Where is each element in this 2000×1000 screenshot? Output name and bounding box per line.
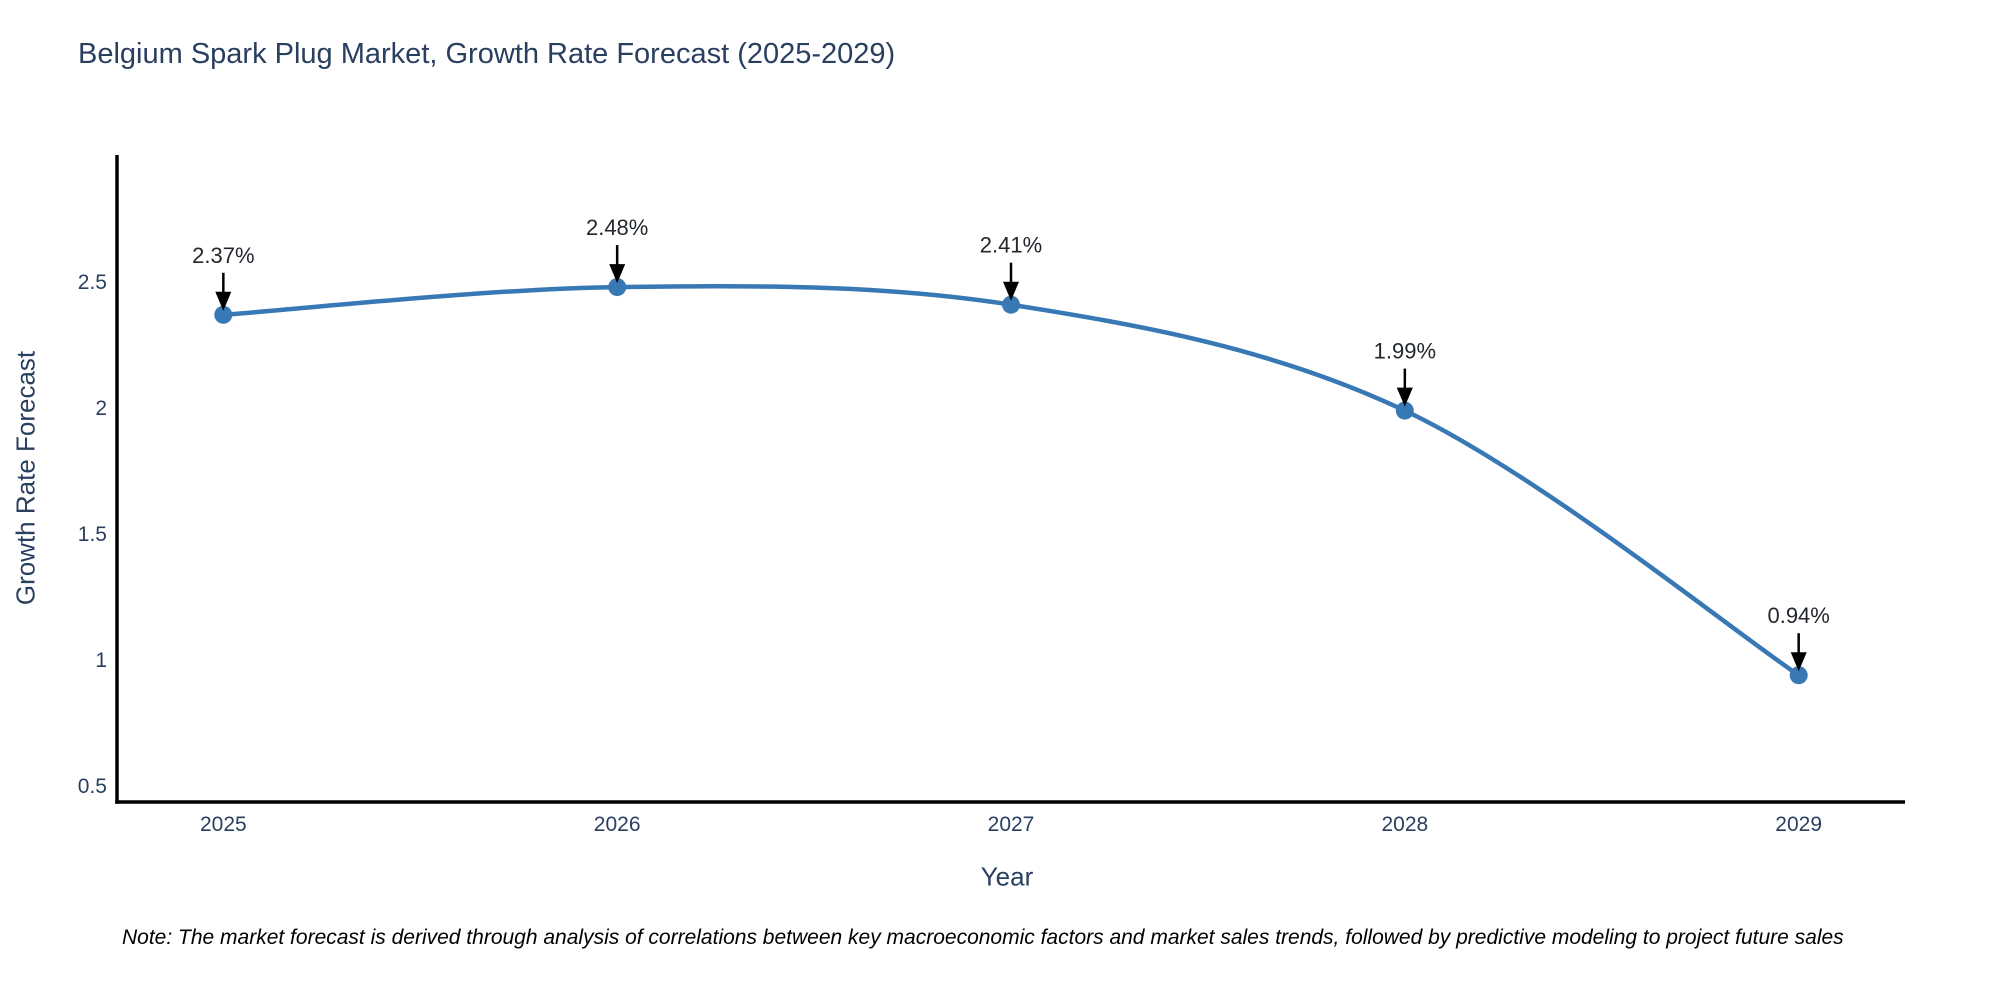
annotation-arrowhead-icon <box>1790 652 1807 672</box>
x-tick-label: 2026 <box>594 813 641 836</box>
x-tick-label: 2027 <box>988 813 1035 836</box>
x-tick-label: 2029 <box>1775 813 1822 836</box>
y-tick-label: 2 <box>95 397 107 420</box>
annotation-arrowhead-icon <box>1396 387 1413 407</box>
annotation-label: 2.41% <box>980 233 1042 258</box>
footnote: Note: The market forecast is derived thr… <box>122 926 1844 949</box>
data-point-2029[interactable] <box>1789 666 1808 685</box>
data-point-2027[interactable] <box>1002 295 1020 314</box>
annotation-label: 0.94% <box>1767 603 1829 628</box>
y-tick-label: 2.5 <box>78 271 107 294</box>
annotation-arrowhead-icon <box>215 291 232 311</box>
chart-title: Belgium Spark Plug Market, Growth Rate F… <box>78 38 896 70</box>
x-axis-title: Year <box>980 861 1034 892</box>
annotation-label: 2.48% <box>586 215 648 240</box>
annotation-label: 1.99% <box>1374 339 1436 364</box>
y-tick-label: 1 <box>95 649 107 672</box>
x-tick-label: 2025 <box>200 813 247 836</box>
annotation-label: 2.37% <box>192 243 254 268</box>
annotation-arrowhead-icon <box>609 264 626 284</box>
y-tick-label: 0.5 <box>78 775 107 798</box>
x-tick-label: 2028 <box>1381 813 1428 836</box>
forecast-line <box>221 283 1801 678</box>
data-point-2025[interactable] <box>214 305 233 324</box>
data-point-2026[interactable] <box>608 278 627 297</box>
annotation-arrowhead-icon <box>1003 281 1019 301</box>
data-point-2028[interactable] <box>1395 401 1414 420</box>
y-tick-label: 1.5 <box>78 523 107 546</box>
